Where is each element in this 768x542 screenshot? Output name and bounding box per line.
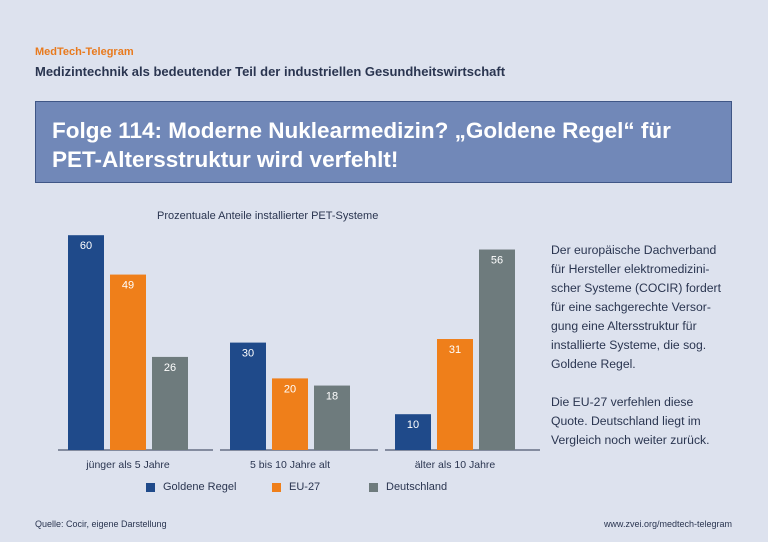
footer-url[interactable]: www.zvei.org/medtech-telegram	[603, 519, 732, 529]
side-paragraph-2: Die EU-27 verfehlen diese Quote. Deutsch…	[551, 395, 710, 447]
page-subtitle: Medizintechnik als bedeutender Teil der …	[35, 64, 506, 79]
bar	[272, 378, 308, 450]
bar-value-label: 56	[491, 255, 503, 267]
bar-value-label: 60	[80, 240, 92, 252]
source-note: Quelle: Cocir, eigene Darstellung	[35, 519, 167, 529]
bar-value-label: 26	[164, 362, 176, 374]
category-label: jünger als 5 Jahre	[85, 459, 170, 471]
chart-legend: Goldene Regel EU-27 Deutschland	[0, 481, 520, 497]
legend-item-eu27: EU-27	[272, 481, 320, 493]
page-title: Folge 114: Moderne Nuklearmedizin? „Gold…	[52, 118, 671, 172]
legend-item-deutschland: Deutschland	[369, 481, 447, 493]
legend-swatch	[369, 482, 378, 492]
legend-label: Deutschland	[386, 481, 448, 493]
bar-value-label: 10	[407, 419, 419, 431]
bar	[152, 356, 188, 450]
brand-label: MedTech-Telegram	[35, 46, 134, 58]
bar	[68, 235, 104, 450]
bar-value-label: 49	[122, 280, 134, 292]
bar-value-label: 20	[284, 383, 296, 395]
legend-label: Goldene Regel	[163, 481, 237, 493]
chart-title: Prozentuale Anteile installierter PET-Sy…	[157, 210, 379, 222]
side-paragraph-1: Der europäische Dachverband für Herstell…	[551, 243, 721, 371]
legend-item-goldene-regel: Goldene Regel	[146, 481, 236, 493]
legend-swatch	[146, 482, 155, 492]
bar	[314, 385, 350, 450]
bar	[230, 342, 266, 450]
bar	[437, 339, 473, 450]
bar-value-label: 30	[242, 348, 254, 360]
bar-value-label: 31	[449, 344, 461, 356]
bar-chart: 60 49 26 jünger als 5 Jahre 30 20 18 5 bis 10 J…	[58, 235, 540, 471]
bar	[479, 249, 515, 450]
category-label: 5 bis 10 Jahre alt	[250, 459, 330, 471]
category-label: älter als 10 Jahre	[415, 459, 496, 471]
bar-value-label: 18	[326, 391, 338, 403]
title-box: Folge 114: Moderne Nuklearmedizin? „Gold…	[35, 101, 732, 183]
legend-swatch	[272, 482, 281, 492]
legend-label: EU-27	[289, 481, 321, 493]
bar	[395, 414, 431, 450]
side-description: Der europäische Dachverband für Herstell…	[551, 241, 751, 450]
bar	[110, 274, 146, 450]
